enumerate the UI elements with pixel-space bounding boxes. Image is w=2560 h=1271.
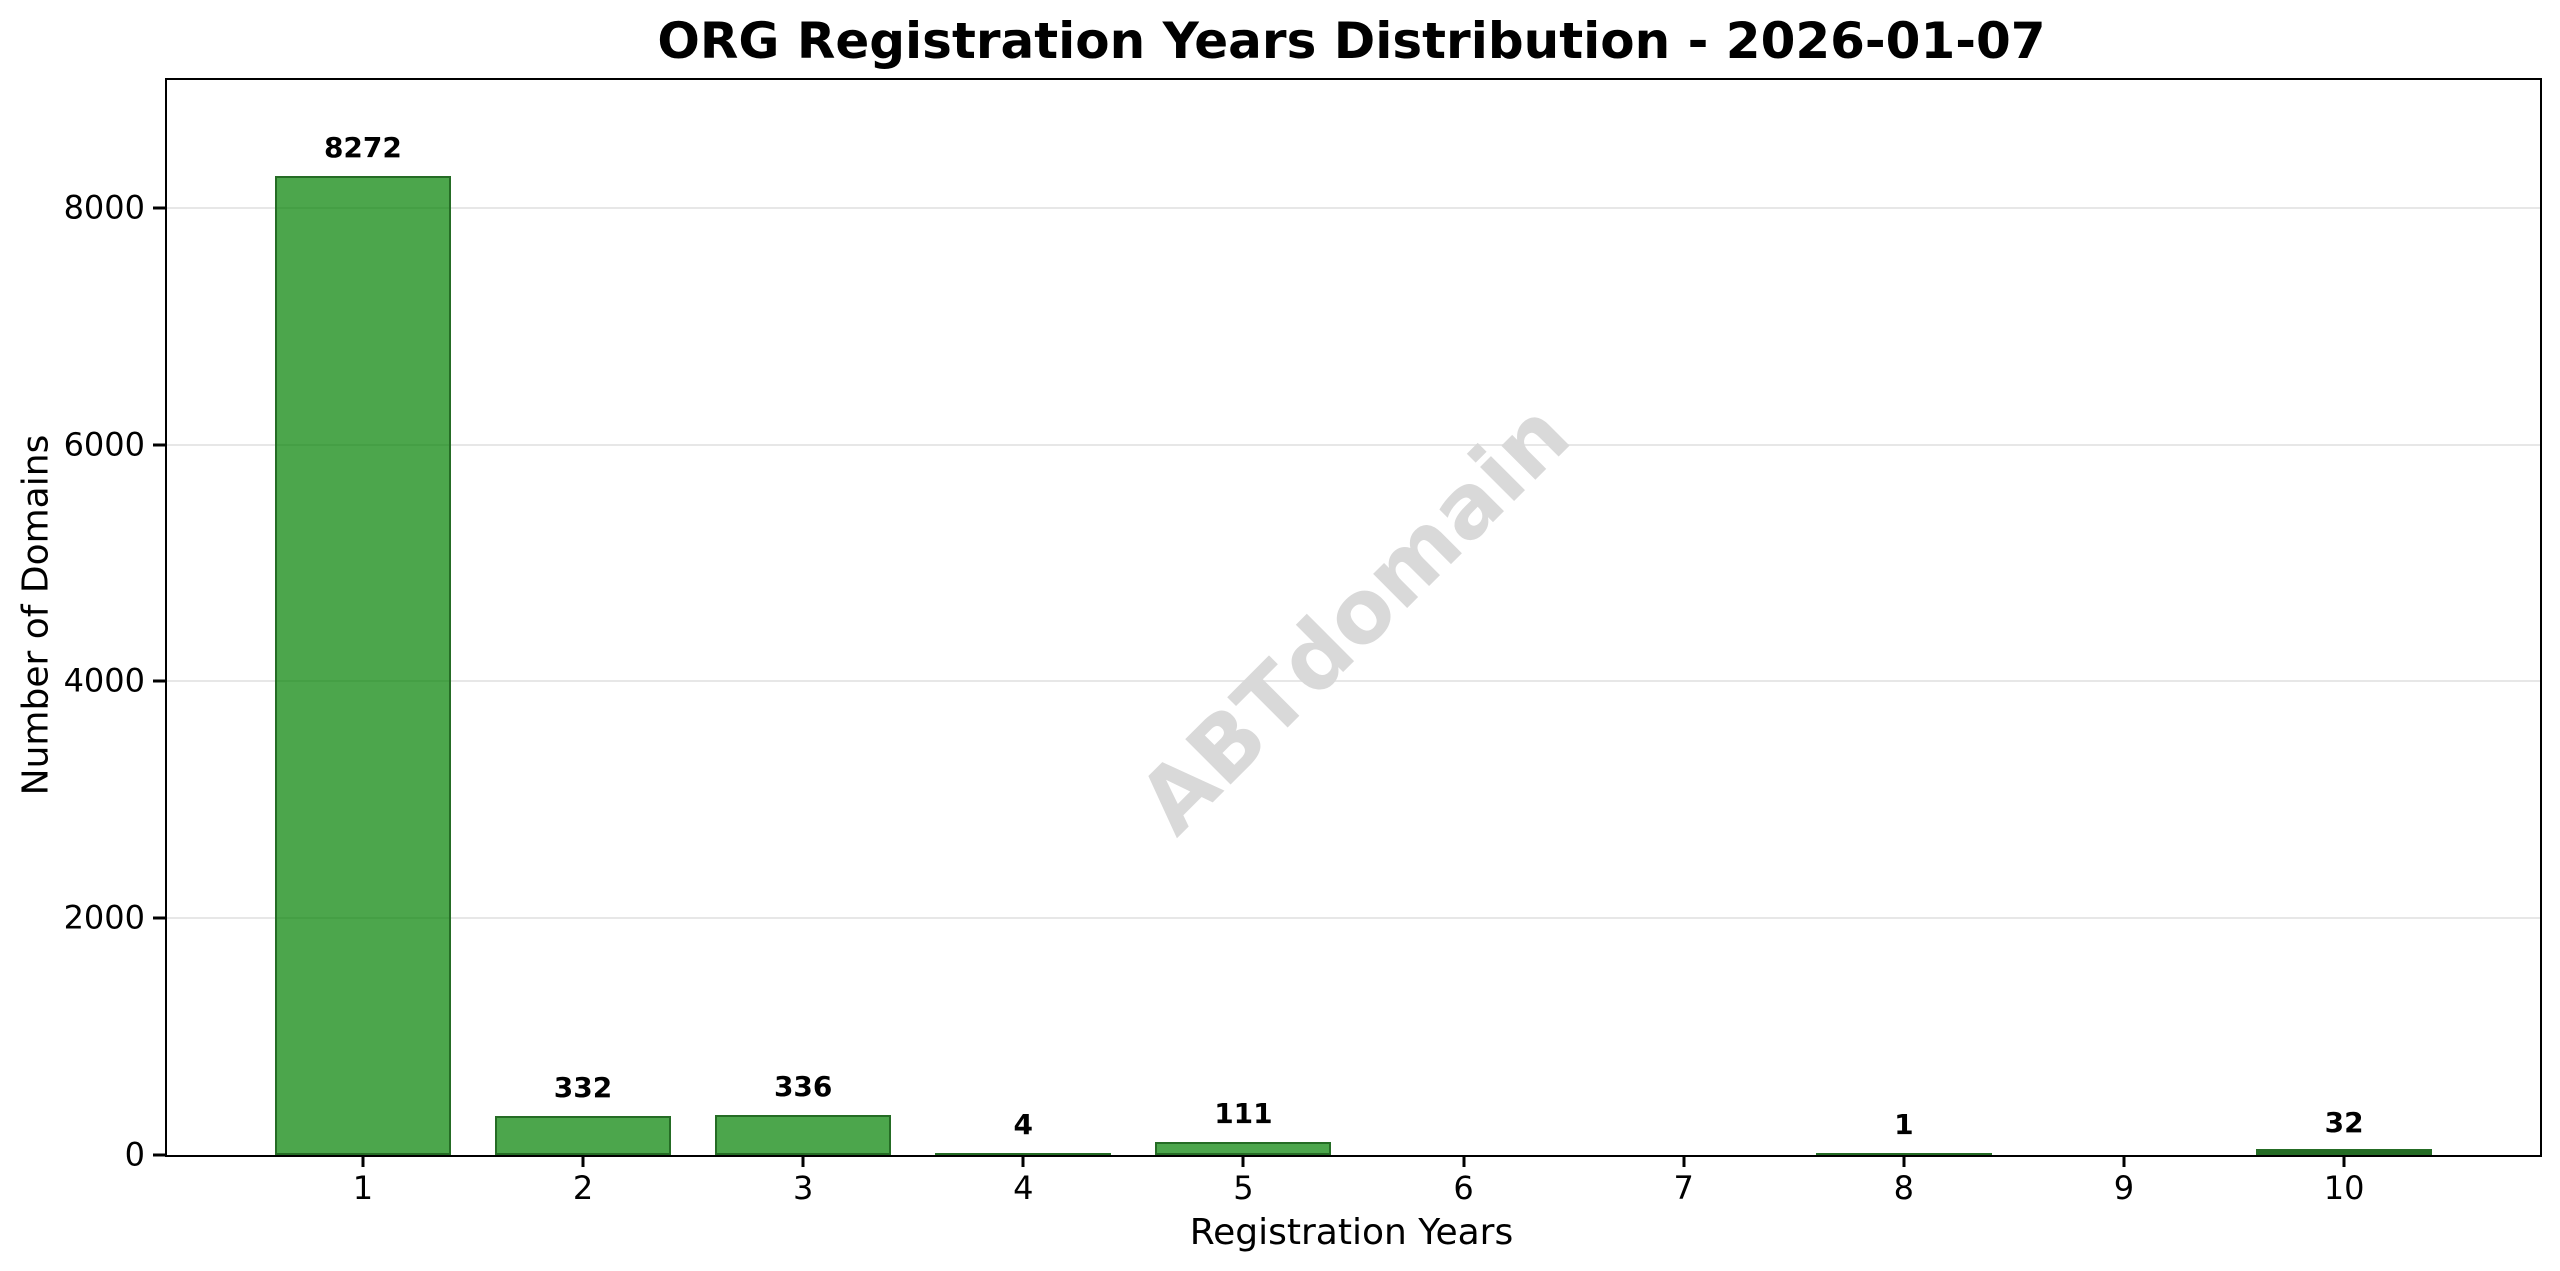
y-tick-mark xyxy=(153,916,165,920)
gridline xyxy=(167,680,2540,683)
x-tick-label: 2 xyxy=(572,1169,594,1207)
y-axis-label: Number of Domains xyxy=(15,434,57,796)
x-tick-mark xyxy=(801,1155,805,1167)
x-tick-mark xyxy=(1462,1155,1466,1167)
x-tick-label: 3 xyxy=(792,1169,814,1207)
bar-value-label: 32 xyxy=(2324,1106,2364,1140)
x-tick-label: 9 xyxy=(2113,1169,2135,1207)
bar xyxy=(1815,1152,1992,1155)
bar-value-label: 111 xyxy=(1214,1096,1273,1130)
y-tick-mark xyxy=(153,206,165,210)
x-tick-mark xyxy=(2342,1155,2346,1167)
chart-title: ORG Registration Years Distribution - 20… xyxy=(657,12,2046,70)
y-tick-mark xyxy=(153,443,165,447)
bar-value-label: 1 xyxy=(1894,1108,1914,1141)
y-tick-mark xyxy=(153,679,165,683)
bar xyxy=(2256,1149,2433,1155)
x-tick-label: 7 xyxy=(1673,1169,1694,1207)
bar xyxy=(715,1115,892,1155)
x-tick-mark xyxy=(1241,1155,1245,1167)
y-tick-mark xyxy=(153,1153,165,1157)
x-tick-label: 6 xyxy=(1453,1169,1474,1207)
x-tick-label: 4 xyxy=(1013,1169,1034,1207)
x-tick-mark xyxy=(1021,1155,1025,1167)
x-tick-mark xyxy=(1682,1155,1686,1167)
gridline xyxy=(167,917,2540,920)
x-tick-label: 5 xyxy=(1233,1169,1254,1207)
y-tick-label: 6000 xyxy=(63,425,145,464)
y-tick-label: 4000 xyxy=(63,661,145,700)
y-tick-label: 8000 xyxy=(63,188,145,227)
plot-area: 8272 332 336 4 111 1 32 1 2 3 4 5 6 7 8 9 10 0 2000 4000 6… xyxy=(64,78,2542,1206)
x-tick-mark xyxy=(581,1155,585,1167)
gridline xyxy=(167,443,2540,446)
bar-value-label: 336 xyxy=(773,1070,833,1104)
x-axis-label: Registration Years xyxy=(1189,1212,1514,1253)
x-tick-label: 10 xyxy=(2323,1169,2365,1207)
bar xyxy=(274,175,451,1155)
x-tick-mark xyxy=(2122,1155,2126,1167)
bar xyxy=(935,1152,1112,1155)
y-tick-label: 0 xyxy=(124,1135,145,1174)
x-tick-label: 8 xyxy=(1893,1169,1914,1207)
bar xyxy=(494,1115,672,1155)
x-tick-mark xyxy=(361,1155,365,1167)
bar-value-label: 4 xyxy=(1013,1108,1034,1141)
y-tick-label: 2000 xyxy=(63,898,145,937)
watermark-text: ABTdomain xyxy=(1118,382,1589,853)
bar-value-label: 8272 xyxy=(323,130,402,164)
bar xyxy=(1155,1141,1332,1155)
x-tick-mark xyxy=(1902,1155,1906,1167)
x-tick-label: 1 xyxy=(352,1169,374,1207)
bar-value-label: 332 xyxy=(553,1070,613,1104)
gridline xyxy=(167,206,2540,209)
